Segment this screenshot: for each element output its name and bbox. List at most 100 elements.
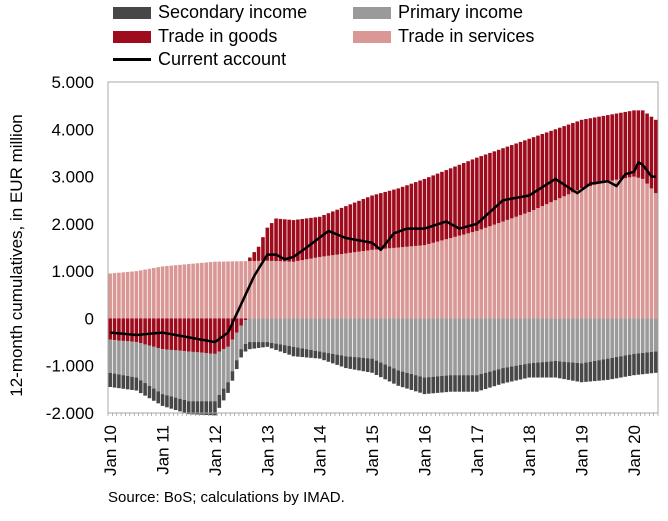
bar-trade-in-goods: [431, 175, 435, 243]
bar-secondary-income: [488, 371, 492, 388]
bar-secondary-income: [553, 360, 558, 378]
bar-secondary-income: [440, 375, 444, 393]
line-layer: [110, 161, 656, 344]
bar-primary-income: [614, 318, 619, 358]
bar-primary-income: [418, 318, 422, 377]
bar-primary-income: [627, 318, 632, 355]
bar-trade-in-services: [387, 248, 392, 319]
bar-primary-income: [501, 318, 505, 369]
bar-trade-in-services: [291, 261, 296, 319]
bar-primary-income: [239, 325, 243, 350]
bar-trade-in-goods: [453, 166, 457, 237]
bar-trade-in-services: [523, 213, 527, 319]
bar-trade-in-goods: [274, 218, 278, 262]
bar-trade-in-services: [405, 246, 409, 319]
bar-primary-income: [344, 318, 348, 357]
bar-secondary-income: [339, 355, 344, 367]
bar-trade-in-services: [470, 232, 475, 319]
bar-trade-in-goods: [278, 218, 283, 262]
legend-swatch-primary-income: [353, 6, 391, 19]
bar-trade-in-goods: [117, 318, 121, 341]
bar-trade-in-goods: [623, 111, 628, 179]
bar-primary-income: [571, 318, 575, 363]
bar-trade-in-goods: [296, 219, 300, 261]
bar-primary-income: [492, 318, 497, 371]
bar-primary-income: [370, 318, 374, 359]
bar-secondary-income: [427, 377, 431, 394]
bar-primary-income: [182, 351, 187, 400]
bar-trade-in-services: [195, 263, 200, 319]
bar-trade-in-services: [645, 183, 649, 319]
bar-trade-in-services: [335, 254, 339, 319]
bar-trade-in-services: [265, 260, 270, 319]
bar-trade-in-goods: [361, 199, 366, 252]
bar-secondary-income: [182, 400, 187, 413]
bar-secondary-income: [536, 362, 540, 378]
bar-trade-in-services: [435, 241, 440, 319]
bar-trade-in-goods: [614, 113, 619, 180]
bar-trade-in-goods: [571, 122, 575, 193]
bar-trade-in-goods: [579, 119, 584, 189]
bar-trade-in-services: [313, 257, 318, 319]
bar-primary-income: [553, 318, 558, 361]
bar-secondary-income: [448, 375, 453, 392]
bar-secondary-income: [636, 353, 641, 375]
y-tick-label: 1.000: [51, 262, 94, 281]
bar-secondary-income: [370, 358, 374, 373]
bar-trade-in-goods: [182, 318, 187, 352]
bar-secondary-income: [309, 349, 313, 358]
bar-primary-income: [234, 332, 239, 361]
bar-primary-income: [453, 318, 457, 376]
bar-primary-income: [208, 353, 213, 402]
bar-primary-income: [549, 318, 553, 362]
bar-trade-in-services: [296, 260, 300, 319]
bar-trade-in-goods: [208, 318, 213, 354]
bar-trade-in-goods: [283, 219, 287, 262]
bar-secondary-income: [112, 373, 117, 388]
bar-primary-income: [165, 349, 169, 396]
bar-primary-income: [475, 318, 479, 376]
bar-trade-in-goods: [108, 318, 112, 340]
bar-trade-in-services: [431, 242, 435, 319]
bar-trade-in-services: [466, 233, 470, 319]
bar-primary-income: [527, 318, 532, 364]
bar-primary-income: [309, 318, 313, 350]
bar-trade-in-goods: [396, 188, 401, 248]
bar-primary-income: [514, 318, 518, 366]
bar-trade-in-services: [488, 226, 492, 319]
bar-trade-in-services: [400, 247, 405, 319]
bar-trade-in-services: [549, 202, 553, 319]
bar-primary-income: [392, 318, 396, 369]
bar-trade-in-services: [509, 218, 514, 319]
bar-trade-in-services: [213, 261, 217, 319]
bar-trade-in-services: [636, 177, 641, 319]
bar-trade-in-services: [597, 183, 601, 319]
bar-trade-in-services: [138, 270, 143, 319]
bar-trade-in-services: [575, 190, 580, 319]
bar-trade-in-services: [152, 267, 156, 319]
bar-trade-in-services: [217, 261, 222, 319]
bar-primary-income: [217, 351, 222, 395]
bar-trade-in-services: [239, 261, 243, 319]
bar-secondary-income: [234, 360, 239, 370]
bar-trade-in-goods: [252, 252, 257, 261]
bar-trade-in-goods: [344, 206, 348, 254]
bar-trade-in-goods: [501, 148, 505, 222]
bar-secondary-income: [496, 369, 501, 385]
bar-primary-income: [178, 350, 182, 399]
bar-secondary-income: [261, 342, 265, 348]
bar-primary-income: [409, 318, 414, 374]
bar-trade-in-goods: [413, 182, 418, 246]
y-axis-title: 12-month cumulatives, in EUR million: [7, 114, 26, 397]
bar-trade-in-goods: [654, 119, 658, 194]
bar-primary-income: [374, 318, 379, 361]
bar-primary-income: [531, 318, 536, 363]
bar-primary-income: [457, 318, 462, 376]
bar-primary-income: [361, 318, 366, 358]
x-tick-label: Jan 17: [468, 425, 487, 476]
bar-trade-in-services: [130, 271, 134, 319]
bar-trade-in-goods: [527, 138, 532, 213]
bar-trade-in-services: [208, 262, 213, 319]
bar-trade-in-services: [579, 188, 584, 319]
bar-primary-income: [400, 318, 405, 372]
